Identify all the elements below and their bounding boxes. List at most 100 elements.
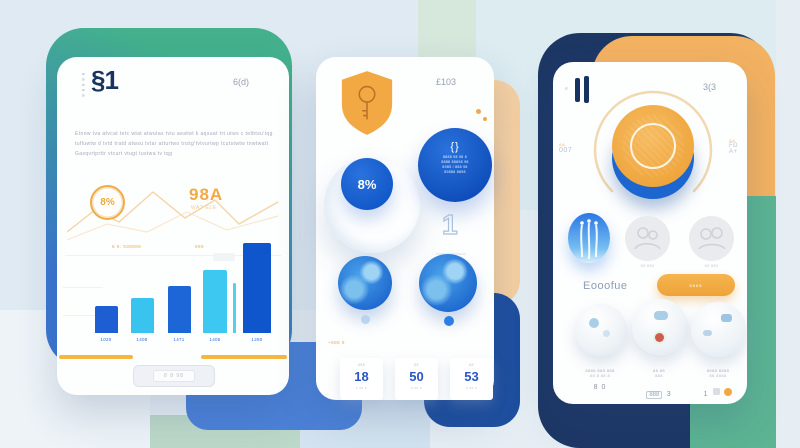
left-corner-label: 6(d)	[233, 77, 250, 87]
paragraph-line: Gasqvrtprttr vtcurt vtugt tustwa tv tqg	[75, 151, 173, 157]
item-caption: 8888 888 888 88 8 88 8 8 0	[571, 368, 629, 391]
left-page-title: §1	[91, 65, 119, 95]
square-swatch	[712, 388, 720, 396]
option-active[interactable]	[568, 213, 610, 263]
middle-phone-card: £103 {} 8888 98 98 8 8888 88898 98 8985 …	[316, 57, 494, 400]
action-button[interactable]: 8888	[657, 274, 735, 296]
item-thumb[interactable]	[575, 304, 627, 356]
accent-underline-left	[59, 355, 133, 359]
circle-text-line: 8888 98 98 8	[442, 155, 468, 159]
gauge-left-tag: AA	[559, 142, 566, 147]
chart-tooltip	[213, 253, 235, 261]
gauge-left-value: 007	[559, 147, 573, 154]
option-inactive[interactable]	[625, 216, 670, 261]
item-caption: 88 88 888 888 3	[630, 368, 688, 401]
right-corner-label: 3(3	[703, 82, 717, 92]
chart-bar	[203, 270, 227, 333]
battery-meter: 888	[646, 391, 663, 399]
globe-dot-indicator	[444, 316, 454, 326]
item-thumb[interactable]	[691, 302, 746, 357]
chart-thin-bar	[233, 283, 236, 333]
bar-label: 1020	[100, 337, 112, 342]
gauge-right-value: FD	[729, 143, 738, 149]
bar-label: 1408	[136, 337, 148, 342]
tile-top-label: 888	[357, 363, 366, 367]
stat-tile[interactable]: 888 18 8 88 8	[340, 358, 383, 400]
percent-badge: 8%	[90, 185, 125, 220]
chart-legend-right: 989	[195, 244, 205, 249]
people-icon	[698, 227, 726, 250]
left-side-meta: 8 8 8 8 8	[81, 73, 86, 98]
tile-bottom-label: 8 88 8	[355, 386, 368, 390]
wheat-icon	[580, 219, 598, 260]
bar-label: 1280	[251, 337, 263, 342]
section-divider	[65, 255, 281, 256]
orange-dot-swatch	[724, 387, 733, 396]
gauge-right-readout: AA FD A+	[729, 138, 738, 155]
home-indicator-label: 8 8 98	[153, 370, 195, 382]
shield-icon	[338, 69, 396, 137]
tile-top-label: 88	[469, 363, 474, 367]
people-icon	[634, 227, 661, 250]
item-line2: 888	[655, 373, 663, 378]
item-line1: 8888 888 888	[585, 368, 615, 373]
home-indicator-button[interactable]: 8 8 98	[133, 365, 215, 387]
item-meta: 3	[666, 391, 672, 398]
grid-line	[63, 315, 103, 316]
circle-text-line: 89888 8898	[444, 170, 466, 174]
tile-value: 18	[354, 369, 369, 384]
paragraph-line: tufluwtw d tvtd tratd atwsu tvtar atturt…	[75, 141, 269, 147]
section-title: Eooofue	[583, 280, 628, 292]
option-caption: 88 888	[640, 264, 655, 268]
item-thumb[interactable]	[632, 299, 688, 355]
bar-label: 1405	[209, 337, 221, 342]
option-caption: 88 888	[704, 264, 719, 268]
chart-bar	[131, 298, 154, 333]
right-phone-card: e 3(3 AA 007 AA FD A+	[553, 62, 747, 404]
chart-legend-left: 8 9: 938888	[112, 244, 142, 249]
tile-top-label: 88	[414, 363, 419, 367]
header-prefix: e	[565, 86, 568, 92]
gauge-right-tag: AA	[729, 138, 736, 143]
dial-knob[interactable]	[612, 105, 694, 187]
circle-text-line: 8985 / 888 98	[442, 165, 468, 169]
thumb-doodad	[589, 318, 599, 328]
circle-text-line: 8888 88898 98	[441, 160, 469, 164]
stat-value: 98A	[189, 185, 224, 204]
code-symbol: {}	[450, 141, 460, 153]
bar-chart	[57, 243, 289, 333]
middle-micro-label: +888 8	[328, 340, 345, 345]
item-line1: 88 88	[652, 368, 665, 373]
thumb-doodad	[654, 311, 668, 320]
bar-chart-labels: 1020 1408 1471 1405 1280	[57, 337, 289, 347]
item-line2: 88 8 88 8	[589, 373, 611, 378]
globe-icon	[419, 254, 477, 312]
thumb-doodad	[703, 330, 712, 336]
globe-icon	[338, 256, 392, 310]
tile-bottom-label: 8 88 8	[410, 386, 423, 390]
tile-value: 50	[409, 369, 424, 384]
gauge-arc	[588, 85, 718, 215]
middle-corner-label: £103	[436, 77, 457, 87]
circle-button-percent[interactable]: 8%	[341, 158, 393, 210]
step-numeral: 1	[441, 208, 458, 240]
circle-button-code[interactable]: {} 8888 98 98 8 8888 88898 98 8985 / 888…	[418, 128, 492, 202]
left-phone-card: 8 8 8 8 8 §1 6(d) Etnow tva atvcat tetc …	[57, 57, 289, 395]
chart-bar	[95, 306, 118, 333]
stat-tile[interactable]: 88 50 8 88 8	[395, 358, 438, 400]
item-caption: 8888 8888 88 8888 1	[689, 368, 747, 401]
tile-bottom-label: 8 88 8	[465, 386, 478, 390]
bar-label: 1471	[173, 337, 185, 342]
item-line2: 88 8888	[709, 373, 727, 378]
globe-dot-indicator	[361, 315, 370, 324]
item-meta: 8 0	[593, 384, 607, 391]
stat-tile[interactable]: 88 53 8 88 8	[450, 358, 493, 400]
accent-underline-right	[201, 355, 287, 359]
option-inactive[interactable]	[689, 216, 734, 261]
chart-bar	[243, 243, 271, 333]
decor-dot	[483, 117, 487, 121]
grid-line	[63, 287, 103, 288]
gauge-right-value: A+	[729, 149, 738, 155]
left-paragraph: Etnow tva atvcat tetc wtat atwutas tviu …	[75, 129, 273, 159]
